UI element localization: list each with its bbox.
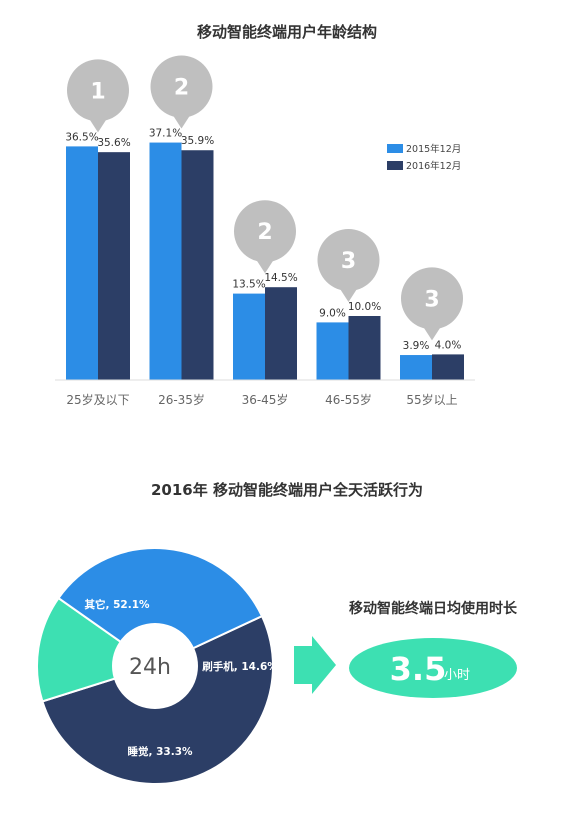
rank-bubble-circle [317,229,380,291]
daily-activity-chart: 2016年 移动智能终端用户全天活跃行为 24h 其它, 52.1% 刷手机, 1… [36,481,518,785]
x-tick-label: 36-45岁 [242,392,289,407]
bar-2016-4 [432,354,464,380]
legend-swatch-2016 [387,161,403,170]
donut-slice [57,547,264,668]
rank-bubble-circle [234,200,296,263]
bar-2016-0 [98,152,130,380]
rank-bubble: 3 [317,229,380,302]
bar-value-label: 14.5% [264,272,297,284]
bar-2016-3 [348,316,381,380]
donut-center-label: 24h [129,655,171,680]
bar-value-label: 4.0% [435,339,462,351]
chart-title: 移动智能终端用户年龄结构 [197,23,377,41]
age-structure-chart: 移动智能终端用户年龄结构 36.5%35.6%37.1%35.9%13.5%14… [55,23,475,407]
x-tick-labels: 25岁及以下 26-35岁 36-45岁 46-55岁 55岁以上 [66,392,457,407]
rank-bubble: 3 [401,267,463,341]
bar-group [66,142,464,380]
rank-number: 3 [341,249,356,274]
bar-value-label: 10.0% [348,301,381,313]
x-tick-label: 46-55岁 [325,392,372,407]
x-tick-label: 25岁及以下 [66,392,129,407]
usage-unit: 小时 [444,668,470,683]
rank-bubble-pointer [337,285,360,302]
bar-2015-3 [316,322,349,380]
x-tick-label: 26-35岁 [158,392,205,407]
rank-bubble: 2 [234,200,296,274]
rank-bubble-pointer [254,256,276,274]
rank-bubble-circle [401,267,463,330]
legend-label-2016: 2016年12月 [406,160,461,172]
donut-hole [112,623,198,709]
rank-number: 2 [174,76,189,101]
bar-value-label: 36.5% [65,131,98,143]
rank-bubble-pointer [170,111,193,129]
bar-value-label: 37.1% [149,128,182,140]
slice-label: 睡觉, 33.3% [127,745,193,758]
bar-2016-1 [181,150,214,380]
donut-slice [36,596,158,703]
legend: 2015年12月 2016年12月 [387,143,461,172]
bar-value-label: 35.6% [97,137,130,149]
bar-2015-2 [233,293,265,380]
rank-bubble: 1 [67,59,129,133]
x-tick-label: 55岁以上 [406,392,457,407]
rank-bubble-circle [67,59,129,122]
legend-swatch-2015 [387,144,403,153]
pie-chart-title: 2016年 移动智能终端用户全天活跃行为 [151,481,423,499]
usage-title: 移动智能终端日均使用时长 [349,600,518,617]
bar-2015-1 [149,142,182,380]
rank-bubble-pointer [421,323,443,341]
arrow-right-icon [294,636,336,694]
rank-number: 2 [257,220,272,245]
slice-label: 其它, 52.1% [84,598,150,611]
legend-label-2015: 2015年12月 [406,143,461,155]
rank-bubbles: 1 2 2 3 3 [67,55,463,341]
rank-bubble-circle [150,55,213,118]
rank-bubble-pointer [87,115,109,133]
bar-value-label: 9.0% [319,307,346,319]
usage-oval [349,638,517,698]
rank-number: 1 [90,79,105,104]
rank-number: 3 [424,287,439,312]
slice-label: 刷手机, 14.6% [202,660,278,673]
bar-value-label: 13.5% [232,279,265,291]
bar-2015-0 [66,146,98,380]
bar-value-labels: 36.5%35.6% 37.1%35.9% 13.5%14.5% 9.0%10.0% 3… [65,128,461,352]
bar-value-label: 3.9% [403,340,430,352]
slice-labels: 其它, 52.1% 刷手机, 14.6% 睡觉, 33.3% [84,598,278,758]
rank-bubble: 2 [150,55,213,129]
bar-2016-2 [265,287,297,380]
bar-value-label: 35.9% [181,135,214,147]
bar-2015-4 [400,355,432,380]
usage-value: 3.5 [390,650,447,688]
